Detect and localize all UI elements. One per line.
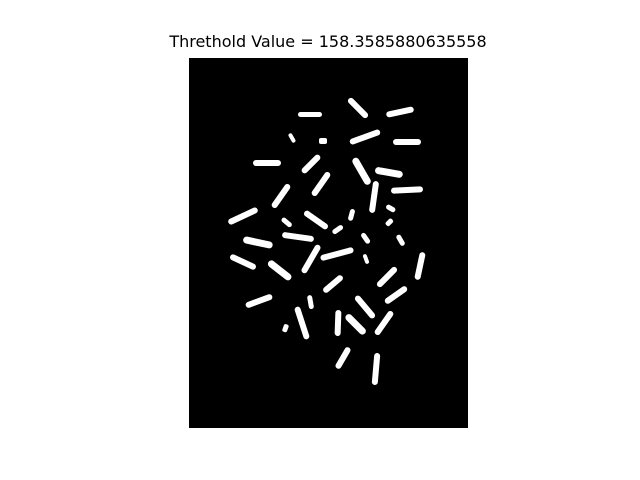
grain xyxy=(393,139,421,145)
grain xyxy=(345,314,366,335)
grain xyxy=(298,112,322,117)
grain xyxy=(307,295,314,310)
grain xyxy=(253,160,281,166)
grain xyxy=(311,171,331,197)
grain xyxy=(349,129,381,145)
grain xyxy=(294,306,310,340)
grain xyxy=(347,97,369,119)
grain xyxy=(320,247,354,261)
grain xyxy=(335,347,351,369)
grain xyxy=(301,244,321,274)
grain xyxy=(243,236,273,249)
grain xyxy=(385,218,394,227)
grain xyxy=(386,106,414,118)
grain xyxy=(271,183,291,209)
grain xyxy=(301,154,321,174)
grain xyxy=(354,295,376,319)
grain xyxy=(303,210,329,230)
grain xyxy=(281,217,292,228)
grain xyxy=(361,232,371,244)
grain xyxy=(376,266,398,288)
grain xyxy=(228,207,258,225)
grain xyxy=(245,294,273,308)
grain xyxy=(391,186,423,194)
thresholded-image xyxy=(189,58,468,428)
grain xyxy=(362,254,370,264)
grain xyxy=(288,133,296,143)
grain xyxy=(319,138,327,144)
grain xyxy=(396,234,405,246)
grain xyxy=(348,208,355,221)
grain xyxy=(282,232,314,242)
grain xyxy=(369,181,379,213)
figure-title: Threthold Value = 158.3585880635558 xyxy=(169,32,487,51)
grain xyxy=(386,204,396,213)
grain xyxy=(323,275,343,293)
grain xyxy=(230,254,256,270)
grain xyxy=(267,260,292,281)
grain xyxy=(371,353,381,385)
grain xyxy=(352,157,371,185)
grain xyxy=(282,324,289,333)
grain xyxy=(375,167,403,178)
rice-grains-mask xyxy=(228,97,426,385)
grain xyxy=(384,286,408,304)
grain xyxy=(414,252,426,280)
grain xyxy=(374,310,394,336)
grain xyxy=(334,310,342,336)
grain xyxy=(332,225,344,235)
